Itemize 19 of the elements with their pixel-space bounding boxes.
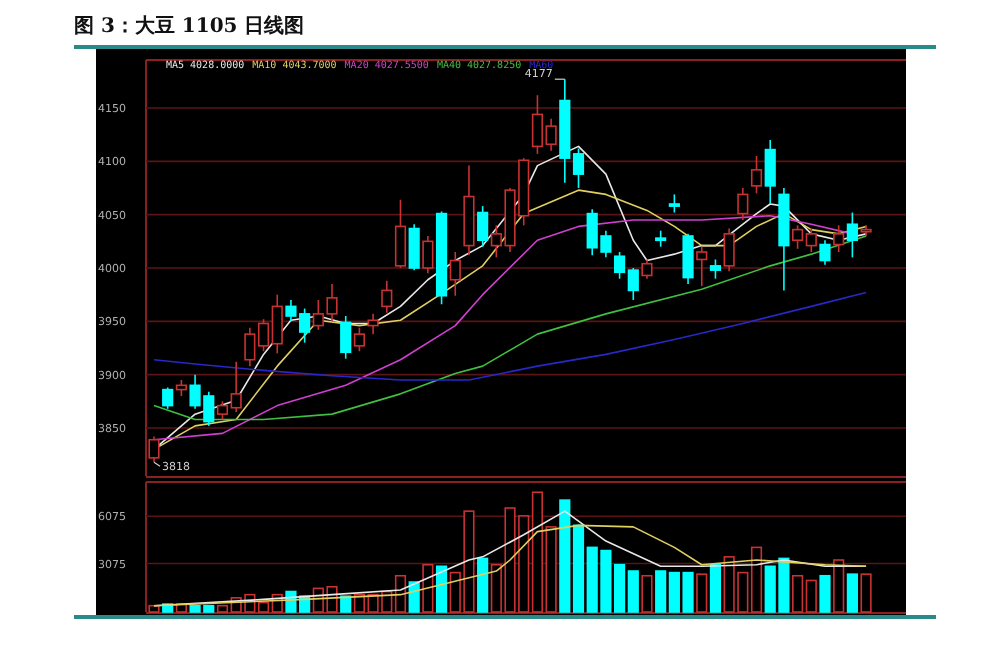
- bar: [435, 565, 448, 613]
- bar: [477, 557, 489, 613]
- candlestick: [737, 187, 749, 221]
- bar: [846, 573, 858, 613]
- candlestick: [463, 164, 475, 256]
- bar: [340, 595, 352, 613]
- candlestick: [819, 239, 831, 266]
- line-series: [153, 291, 867, 381]
- bar: [709, 563, 722, 613]
- candlestick: [367, 313, 379, 335]
- chart-title: 图 3：大豆 1105 日线图: [74, 14, 305, 38]
- candlestick: [778, 187, 790, 292]
- bar: [819, 574, 831, 613]
- candlestick: [764, 139, 776, 205]
- candlestick: [381, 280, 393, 314]
- candlestick: [340, 315, 352, 360]
- line-series: [153, 235, 867, 421]
- candlestick: [449, 251, 461, 297]
- candlestick: [641, 258, 653, 280]
